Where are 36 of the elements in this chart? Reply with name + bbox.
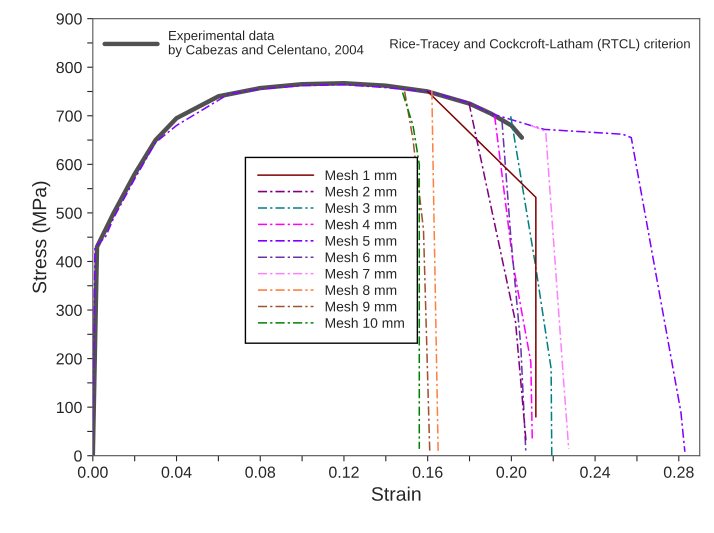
line-series	[501, 120, 527, 453]
y-axis-title: Stress (MPa)	[32, 182, 50, 294]
legend-label: Mesh 2 mm	[326, 186, 396, 197]
legend-label: Mesh 8 mm	[326, 284, 396, 296]
x-tick-label: 0.20	[496, 466, 526, 478]
legend-label: Mesh 5 mm	[326, 236, 396, 246]
legend-label: Mesh 9 mm	[326, 301, 396, 312]
y-tick-label: 100	[56, 402, 82, 414]
legend-label: Mesh 1 mm	[326, 170, 396, 180]
annotation: Rice-Tracey and Cockcroft-Latham (RTCL) criterion	[390, 38, 690, 52]
legend-label: Mesh 7 mm	[326, 268, 396, 279]
legend-label: Experimental data by Cabezas and Celentano, 2004	[168, 30, 364, 58]
x-tick-label: 0.04	[162, 466, 192, 478]
y-tick-label: 0	[74, 450, 82, 462]
legend-label: Mesh 6 mm	[326, 252, 396, 262]
y-tick-label: 900	[56, 13, 82, 25]
legend-label: Mesh 4 mm	[326, 219, 396, 230]
x-tick-label: 0.16	[412, 466, 443, 478]
y-tick-label: 800	[56, 62, 82, 74]
legend-label: Mesh 10 mm	[326, 318, 404, 328]
y-tick-label: 600	[56, 158, 82, 170]
y-tick-label: 400	[56, 256, 82, 268]
y-tick-label: 300	[56, 304, 82, 316]
y-tick-label: 200	[56, 353, 82, 365]
x-axis-title: Strain	[372, 486, 420, 501]
x-tick-label: 0.00	[78, 466, 108, 478]
x-tick-label: 0.12	[329, 466, 359, 478]
line-series	[530, 124, 570, 450]
x-tick-label: 0.28	[664, 466, 694, 478]
line-series	[510, 116, 553, 456]
x-tick-label: 0.24	[580, 466, 610, 478]
x-tick-label: 0.08	[245, 466, 276, 478]
legend-label: Mesh 3 mm	[326, 202, 396, 213]
line-series	[404, 90, 431, 453]
y-tick-label: 500	[56, 208, 82, 219]
y-tick-label: 700	[56, 110, 82, 122]
